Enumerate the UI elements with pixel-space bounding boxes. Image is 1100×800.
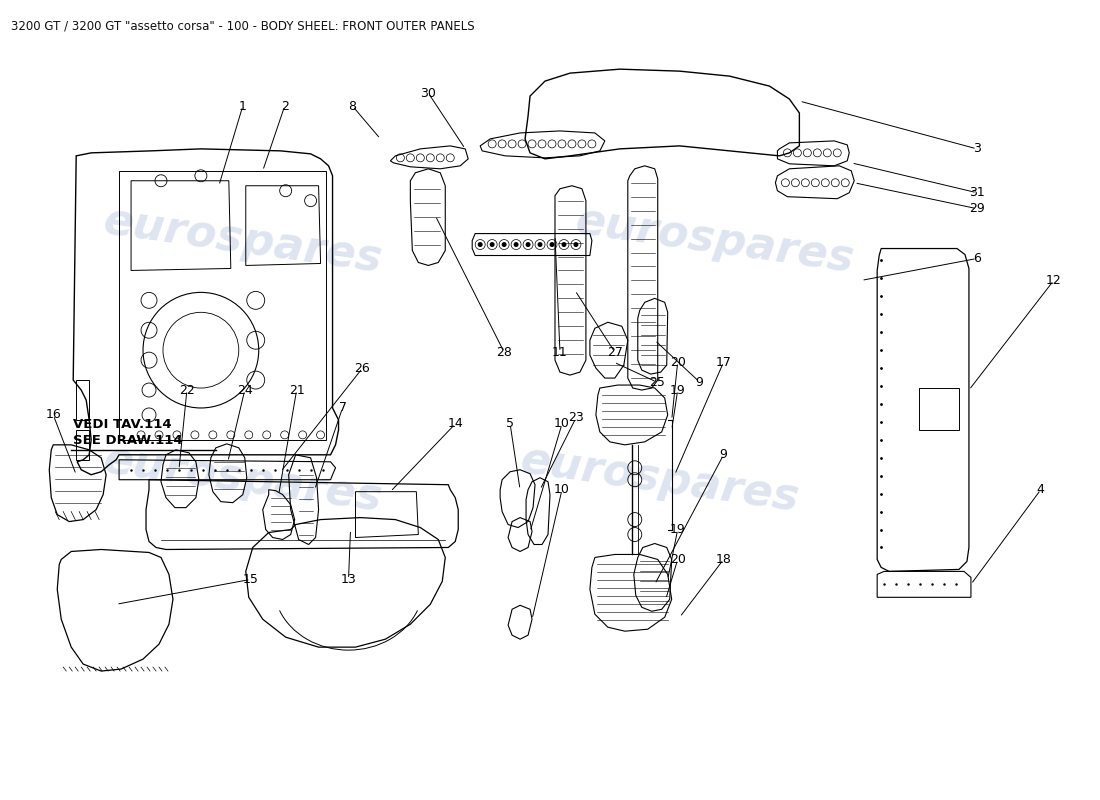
Text: 8: 8 [349, 99, 356, 113]
Text: 10: 10 [554, 418, 570, 430]
Text: 18: 18 [716, 553, 732, 566]
Text: 12: 12 [1046, 274, 1062, 287]
Text: 6: 6 [974, 252, 981, 265]
Text: eurospares: eurospares [572, 200, 857, 282]
Text: 29: 29 [969, 202, 984, 215]
Text: 1: 1 [239, 99, 246, 113]
Text: 27: 27 [607, 346, 623, 358]
Text: 19: 19 [670, 523, 685, 536]
Text: VEDI TAV.114: VEDI TAV.114 [74, 418, 172, 431]
Text: 21: 21 [289, 383, 305, 397]
Circle shape [526, 242, 530, 247]
Text: 10: 10 [554, 483, 570, 496]
Text: eurospares: eurospares [100, 439, 385, 521]
Text: 9: 9 [719, 448, 727, 462]
Text: 3200 GT / 3200 GT "assetto corsa" - 100 - BODY SHEEL: FRONT OUTER PANELS: 3200 GT / 3200 GT "assetto corsa" - 100 … [11, 19, 475, 32]
Text: 13: 13 [341, 573, 356, 586]
Text: 19: 19 [670, 383, 685, 397]
Circle shape [490, 242, 495, 247]
Text: 11: 11 [552, 346, 568, 358]
Circle shape [573, 242, 579, 247]
Circle shape [561, 242, 566, 247]
Text: 3: 3 [974, 142, 981, 155]
Circle shape [514, 242, 518, 247]
Text: 26: 26 [354, 362, 371, 374]
Circle shape [502, 242, 507, 247]
Circle shape [538, 242, 542, 247]
Text: 7: 7 [339, 402, 346, 414]
Text: 25: 25 [649, 375, 664, 389]
Text: 15: 15 [243, 573, 258, 586]
Circle shape [550, 242, 554, 247]
Text: 2: 2 [280, 99, 288, 113]
Text: 16: 16 [45, 409, 62, 422]
Text: 28: 28 [496, 346, 513, 358]
Text: 20: 20 [670, 356, 685, 369]
Text: 23: 23 [568, 411, 584, 425]
Text: 17: 17 [716, 356, 732, 369]
Circle shape [477, 242, 483, 247]
Text: 31: 31 [969, 186, 984, 199]
Text: SEE DRAW.114: SEE DRAW.114 [74, 434, 183, 447]
Text: eurospares: eurospares [100, 200, 385, 282]
Text: 20: 20 [670, 553, 685, 566]
Text: 22: 22 [179, 383, 195, 397]
Text: 4: 4 [1037, 483, 1045, 496]
Text: 5: 5 [506, 418, 514, 430]
Text: 9: 9 [695, 375, 704, 389]
Text: 24: 24 [236, 383, 253, 397]
Text: 30: 30 [420, 86, 437, 99]
Text: 14: 14 [448, 418, 463, 430]
Text: eurospares: eurospares [517, 439, 802, 521]
